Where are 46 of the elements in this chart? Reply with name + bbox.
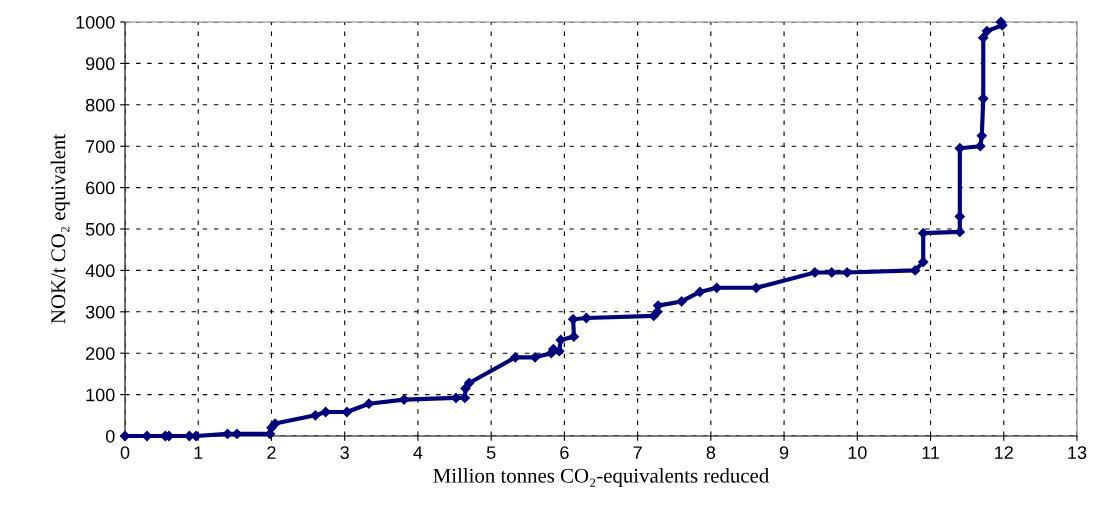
point [568, 331, 580, 342]
point [751, 282, 762, 293]
y-tick-label: 300 [85, 305, 115, 319]
x-tick-label: 12 [995, 446, 1013, 459]
y-tick-label: 800 [85, 98, 115, 112]
x-tick-label: 10 [848, 446, 867, 459]
x-tick-label: 3 [340, 446, 349, 459]
y-tick-label: 600 [86, 181, 115, 195]
x-tick-label: 13 [1068, 446, 1087, 459]
point [978, 32, 989, 43]
point [975, 141, 986, 152]
x-tick-label: 1 [194, 446, 203, 459]
point [981, 25, 993, 37]
point [581, 312, 592, 324]
x-tick-label: 9 [779, 446, 789, 459]
y-tick-label: 700 [86, 140, 115, 153]
point [464, 377, 475, 389]
point [809, 267, 820, 278]
x-tick-label: 7 [633, 446, 642, 459]
x-tick-label: 6 [560, 446, 569, 459]
y-tick-label: 400 [85, 264, 115, 278]
x-tick-label: 2 [267, 446, 276, 459]
point [676, 296, 687, 307]
point [918, 257, 929, 268]
x-tick-label: 11 [922, 446, 940, 459]
y-tick-label: 1000 [76, 15, 115, 29]
y-axis-title: NOK/t CO₂ equivalent [50, 134, 70, 324]
point [568, 314, 579, 325]
point [460, 383, 471, 394]
y-tick-label: 0 [105, 429, 115, 443]
point [711, 282, 722, 293]
y-tick-label: 500 [85, 222, 115, 236]
x-tick-label: 8 [706, 446, 716, 459]
x-tick-label: 4 [413, 446, 423, 459]
point [270, 418, 281, 429]
point [363, 398, 374, 409]
x-axis-title: Million tonnes CO₂-equivalents reduced [433, 468, 769, 487]
point [310, 410, 321, 421]
point [554, 346, 565, 357]
point [910, 265, 921, 276]
y-tick-label: 900 [86, 57, 115, 71]
y-tick-label: 200 [86, 347, 115, 360]
point [694, 286, 705, 298]
y-tick-label: 100 [86, 388, 115, 402]
x-tick-label: 0 [120, 446, 130, 459]
x-tick-label: 5 [486, 446, 496, 459]
